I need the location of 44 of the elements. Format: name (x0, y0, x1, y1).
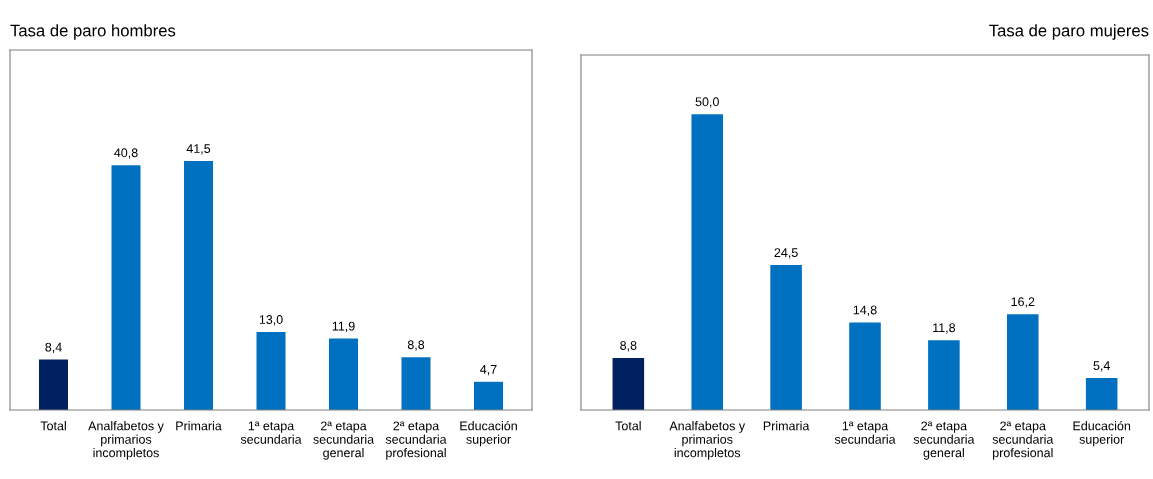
bar (329, 338, 358, 410)
x-tick-label: 1ª etapa secundaria (834, 421, 896, 444)
bar (1085, 378, 1118, 410)
x-tick-label: Primaria (176, 421, 222, 431)
data-label: 11,9 (332, 321, 355, 333)
bar (849, 322, 881, 410)
data-label: 8,4 (45, 342, 62, 354)
x-tick-label: Total (615, 421, 641, 431)
data-label: 50,0 (695, 97, 719, 108)
x-tick-label: Analfabetos y primarios incompletos (669, 421, 746, 460)
data-label: 8,8 (407, 340, 425, 351)
data-label: 16,2 (1011, 297, 1035, 308)
x-tick-label: Primaria (763, 421, 810, 431)
x-tick-label: 2ª etapa secundaria general (313, 421, 375, 460)
x-tick-label: 2ª etapa secundaria general (913, 421, 975, 460)
data-label: 4,7 (480, 365, 497, 376)
data-label: 40,8 (114, 148, 138, 159)
x-tick-label: Total (40, 421, 66, 431)
bar (1007, 314, 1039, 410)
bar (928, 340, 960, 410)
bar (474, 381, 503, 410)
bar (770, 265, 802, 410)
bar (39, 359, 68, 410)
x-tick-label: Educación superior (460, 420, 517, 447)
x-tick-label: Analfabetos y primarios incompletos (88, 421, 164, 460)
data-label: 41,5 (186, 144, 211, 155)
bar (111, 165, 141, 410)
data-label: 8,8 (620, 341, 637, 352)
x-tick-label: 1ª etapa secundaria (240, 421, 302, 444)
chart-title: Tasa de paro hombres (10, 24, 176, 40)
bar (256, 332, 286, 410)
data-label: 5,4 (1093, 361, 1110, 372)
x-tick-label: 2ª etapa secundaria profesional (992, 421, 1054, 460)
data-label: 14,8 (853, 305, 877, 316)
bar (401, 357, 431, 410)
data-label: 11,8 (933, 323, 956, 334)
x-tick-label: 2ª etapa secundaria profesional (385, 421, 447, 460)
data-label: 24,5 (774, 248, 798, 259)
data-label: 13,0 (259, 315, 283, 326)
x-tick-label: Educación superior (1073, 420, 1131, 447)
bar (691, 114, 723, 410)
chart-title: Tasa de paro mujeres (989, 24, 1149, 40)
bar (184, 161, 213, 410)
bar (612, 357, 645, 410)
